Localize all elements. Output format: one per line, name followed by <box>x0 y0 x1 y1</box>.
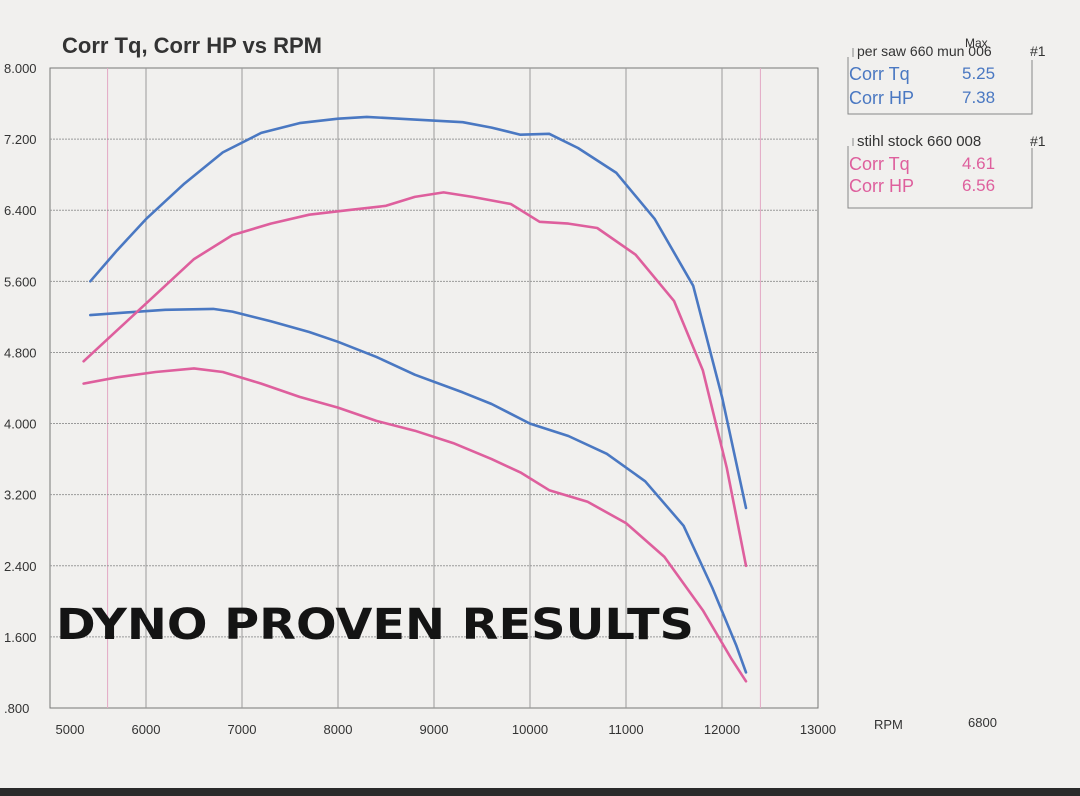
y-tick-label: 1.600 <box>4 630 37 645</box>
series-line-4 <box>82 367 748 683</box>
legend-run-1-frame <box>847 48 1033 115</box>
y-tick-label: 4.800 <box>4 345 37 360</box>
legend-run-1: Max per saw 660 mun 006 #1 Corr Tq 5.25 … <box>847 36 1046 115</box>
y-tick-label: 2.400 <box>4 559 37 574</box>
y-tick-label: 3.200 <box>4 488 37 503</box>
chart-title: Corr Tq, Corr HP vs RPM <box>62 33 322 58</box>
legend-run-2: stihl stock 660 008 #1 Corr Tq 4.61 Corr… <box>847 133 1046 209</box>
x-tick-label: 8000 <box>324 722 353 737</box>
legend-run-1-title: per saw 660 mun 006 <box>857 43 992 59</box>
y-tick-label: 7.200 <box>4 132 37 147</box>
legend-run-2-hp-label: Corr HP <box>849 176 914 196</box>
series-line-1 <box>89 115 748 510</box>
legend-run-2-hp-value: 6.56 <box>962 176 995 195</box>
legend-run-1-hp-label: Corr HP <box>849 88 914 108</box>
x-tick-label: 10000 <box>512 722 548 737</box>
series-lines <box>82 115 748 683</box>
x-axis-label: RPM <box>874 717 903 732</box>
x-tick-label: 12000 <box>704 722 740 737</box>
x-tick-label: 7000 <box>228 722 257 737</box>
legend-run-1-hp-value: 7.38 <box>962 88 995 107</box>
series-line-2 <box>89 307 748 674</box>
x-tick-label: 5000 <box>56 722 85 737</box>
dyno-proven-overlay: DYNO PROVEN RESULTS <box>56 600 694 650</box>
legend-run-2-title: stihl stock 660 008 <box>857 133 981 150</box>
y-tick-label: 8.000 <box>4 61 37 76</box>
y-tick-label: 6.400 <box>4 203 37 218</box>
x-tick-labels: 5000 6000 7000 8000 9000 10000 11000 12000 13000 <box>56 722 837 737</box>
x-tick-label: 9000 <box>420 722 449 737</box>
grid-lines <box>50 68 818 708</box>
y-tick-label: 5.600 <box>4 274 37 289</box>
legend-run-1-tq-label: Corr Tq <box>849 64 910 84</box>
series-line-3 <box>82 191 748 568</box>
corner-value: 6800 <box>968 715 997 730</box>
x-tick-label: 6000 <box>132 722 161 737</box>
legend-max-header: Max <box>965 36 988 50</box>
x-tick-label: 13000 <box>800 722 836 737</box>
legend-run-1-tq-value: 5.25 <box>962 64 995 83</box>
legend-run-2-number: #1 <box>1030 133 1046 149</box>
y-tick-labels: .800 1.600 2.400 3.200 4.000 4.800 5.600 6.400 7… <box>4 61 37 716</box>
photo-bottom-edge <box>0 788 1080 796</box>
y-tick-label: 4.000 <box>4 417 37 432</box>
legend-run-1-number: #1 <box>1030 43 1046 59</box>
legend-run-2-tq-value: 4.61 <box>962 154 995 173</box>
y-tick-label: .800 <box>4 701 29 716</box>
legend-run-2-tq-label: Corr Tq <box>849 154 910 174</box>
legend-run-2-frame <box>847 138 1033 209</box>
x-tick-label: 11000 <box>608 722 643 737</box>
